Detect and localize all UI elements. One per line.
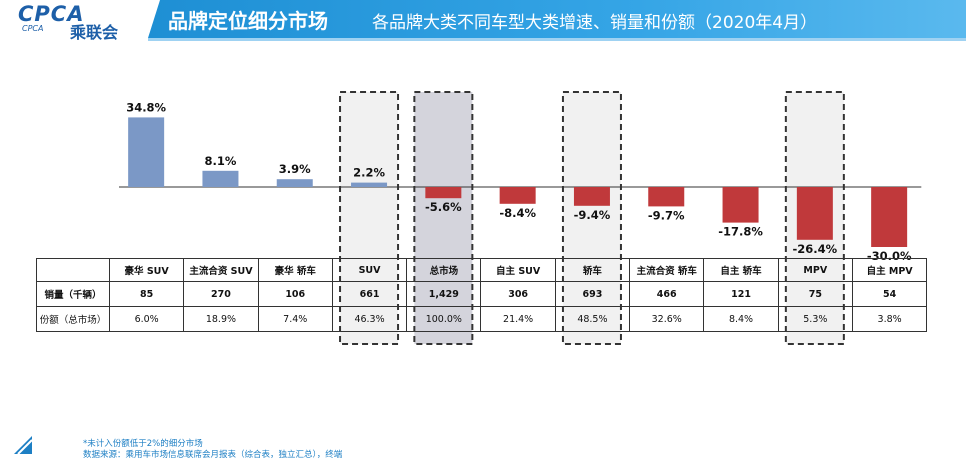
footnote: *未计入份额低于2%的细分市场: [83, 439, 203, 449]
bar-4: [425, 187, 462, 199]
table-sales-cell-3: 661: [331, 281, 408, 307]
bar-6: [573, 187, 610, 206]
bar-2: [276, 179, 313, 187]
table-header-cell-8: 自主 轿车: [703, 258, 779, 282]
data-label-1: 8.1%: [204, 154, 236, 168]
table-header-cell-5: 自主 SUV: [480, 258, 556, 282]
bar-9: [796, 187, 833, 240]
page-subtitle: 各品牌大类不同车型大类增速、销量和份额（2020年4月）: [372, 13, 818, 33]
table-share-cell-2: 7.4%: [257, 306, 333, 332]
data-source: 数据来源：乘用车市场信息联席会月报表（综合表，独立汇总），终端: [83, 450, 343, 460]
table-sales-row: 销量（千辆） 85 270 106 661 1,429 306 693 466 121 75 54: [36, 281, 928, 307]
logo-en-text: CPCA: [22, 24, 44, 33]
table-header-cell-3: SUV: [331, 258, 408, 282]
table-header-label: [36, 258, 110, 282]
table-sales-label: 销量（千辆）: [36, 281, 110, 307]
table-share-cell-3: 46.3%: [331, 306, 408, 332]
table-header-cell-9: MPV: [777, 258, 853, 282]
sales-share-table: 豪华 SUV 主流合资 SUV 豪华 轿车 SUV 总市场 自主 SUV 轿车 主流合资 轿车…: [36, 258, 928, 332]
data-label-8: -17.8%: [718, 225, 763, 239]
bar-3: [351, 182, 388, 187]
logo-mark: CPCA: [18, 2, 85, 26]
table-share-cell-7: 32.6%: [629, 306, 705, 332]
bar-1: [202, 170, 239, 187]
logo-cn-text: 乘联会: [70, 23, 119, 42]
table-sales-cell-0: 85: [108, 281, 185, 307]
data-label-4: -5.6%: [425, 200, 462, 214]
table-header-row: 豪华 SUV 主流合资 SUV 豪华 轿车 SUV 总市场 自主 SUV 轿车 主流合资 轿车…: [36, 258, 928, 282]
table-header-cell-2: 豪华 轿车: [257, 258, 333, 282]
table-share-cell-10: 3.8%: [851, 306, 928, 332]
table-share-cell-1: 18.9%: [183, 306, 259, 332]
data-label-6: -9.4%: [574, 208, 611, 222]
table-sales-cell-9: 75: [777, 281, 853, 307]
table-share-cell-9: 5.3%: [777, 306, 853, 332]
table-header-cell-1: 主流合资 SUV: [183, 258, 259, 282]
data-label-7: -9.7%: [648, 208, 685, 222]
table-share-row: 份额（总市场） 6.0% 18.9% 7.4% 46.3% 100.0% 21.4% 48.5…: [36, 306, 928, 332]
table-sales-cell-6: 693: [554, 281, 631, 307]
table-share-cell-8: 8.4%: [703, 306, 779, 332]
table-share-cell-6: 48.5%: [554, 306, 631, 332]
table-header-cell-4: 总市场: [406, 258, 482, 282]
table-header-cell-0: 豪华 SUV: [108, 258, 185, 282]
bar-10: [871, 187, 908, 247]
bar-0: [128, 117, 165, 187]
data-label-9: -26.4%: [793, 242, 838, 256]
table-sales-cell-7: 466: [629, 281, 705, 307]
header-divider: [148, 38, 966, 41]
table-header-cell-7: 主流合资 轿车: [629, 258, 705, 282]
table-sales-cell-1: 270: [183, 281, 259, 307]
data-label-5: -8.4%: [499, 206, 536, 220]
table-share-cell-5: 21.4%: [480, 306, 556, 332]
data-label-2: 3.9%: [279, 162, 311, 176]
table-sales-cell-2: 106: [257, 281, 333, 307]
bar-8: [722, 187, 759, 223]
table-sales-cell-5: 306: [480, 281, 556, 307]
footer-logo-icon: [14, 436, 33, 455]
table-share-cell-0: 6.0%: [108, 306, 185, 332]
header-bar: CPCA CPCA 乘联会 品牌定位细分市场 各品牌大类不同车型大类增速、销量和…: [0, 0, 966, 42]
table-header-cell-10: 自主 MPV: [851, 258, 928, 282]
cpca-logo: CPCA CPCA 乘联会: [0, 0, 148, 42]
table-sales-cell-10: 54: [851, 281, 928, 307]
bar-7: [648, 187, 685, 207]
table-share-label: 份额（总市场）: [36, 306, 110, 332]
table-sales-cell-4: 1,429: [406, 281, 482, 307]
page-title: 品牌定位细分市场: [168, 9, 328, 33]
table-sales-cell-8: 121: [703, 281, 779, 307]
bar-5: [499, 187, 536, 204]
data-label-3: 2.2%: [353, 166, 385, 180]
table-share-cell-4: 100.0%: [406, 306, 482, 332]
data-label-0: 34.8%: [126, 100, 166, 114]
table-header-cell-6: 轿车: [554, 258, 631, 282]
header-band: [148, 0, 966, 38]
